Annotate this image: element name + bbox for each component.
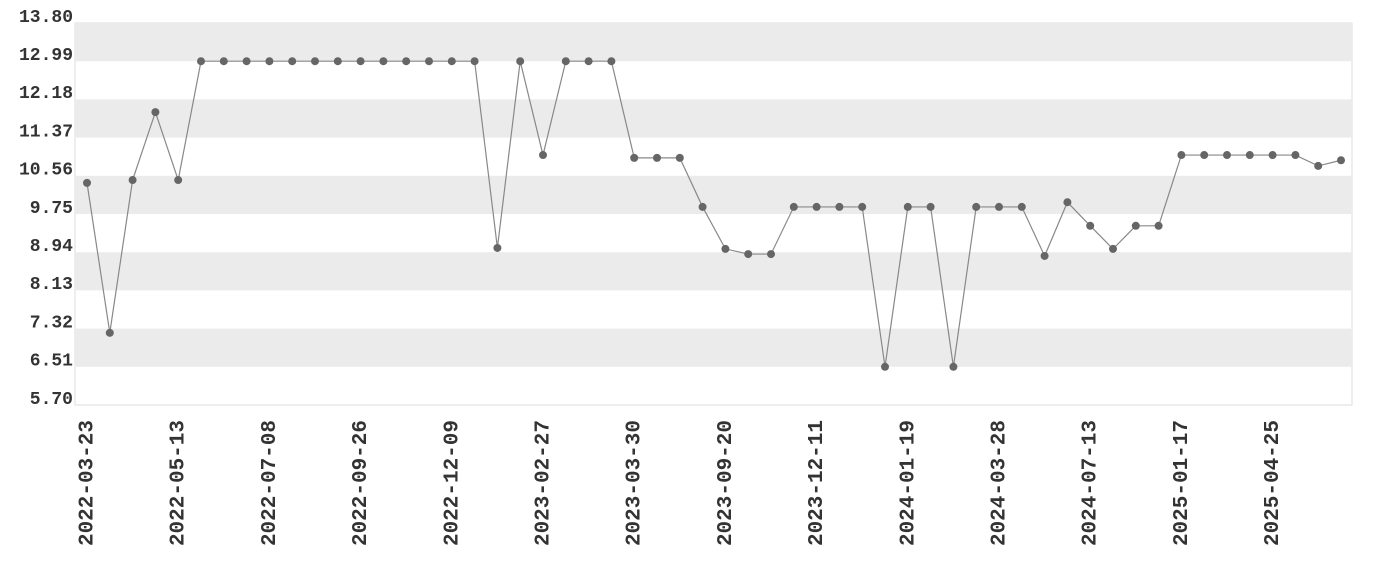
data-point <box>83 178 91 187</box>
data-point <box>1291 151 1300 160</box>
data-point <box>128 176 137 185</box>
data-point <box>675 153 684 162</box>
x-tick-label: 2023-03-30 <box>624 420 647 546</box>
data-point <box>242 57 251 66</box>
y-tick-label: 8.13 <box>30 275 73 295</box>
data-point <box>744 250 753 259</box>
x-tick-label: 2025-04-25 <box>1262 420 1285 546</box>
data-point <box>265 57 274 66</box>
y-tick-label: 9.75 <box>30 199 73 219</box>
data-point <box>561 57 570 66</box>
y-tick-label: 13.80 <box>19 8 73 28</box>
data-point <box>516 57 525 66</box>
y-tick-label: 7.32 <box>30 313 73 333</box>
grid-band <box>75 175 1352 214</box>
data-point <box>812 202 821 211</box>
data-point <box>1131 221 1140 230</box>
x-tick-label: 2024-07-13 <box>1080 420 1103 546</box>
data-point <box>1154 221 1163 230</box>
data-point <box>949 362 958 371</box>
data-point <box>789 202 798 211</box>
data-point <box>174 176 183 185</box>
x-tick-label: 2022-05-13 <box>168 420 191 546</box>
data-point <box>584 57 593 66</box>
x-tick-label: 2024-01-19 <box>897 420 920 546</box>
y-tick-label: 12.18 <box>19 84 73 104</box>
data-point <box>1245 151 1254 160</box>
data-point <box>721 244 730 253</box>
data-point <box>379 57 388 66</box>
y-tick-label: 11.37 <box>19 122 73 142</box>
data-point <box>197 57 205 66</box>
data-point <box>1040 251 1049 260</box>
x-tick-label: 2023-12-11 <box>806 420 829 546</box>
y-tick-label: 12.99 <box>19 46 73 66</box>
data-point <box>1268 151 1277 160</box>
data-point <box>493 243 502 252</box>
data-point <box>402 57 411 66</box>
data-point <box>1177 151 1186 160</box>
x-tick-label: 2023-02-27 <box>533 420 556 546</box>
data-point <box>903 202 912 211</box>
data-point <box>151 108 160 117</box>
grid-band <box>75 99 1352 138</box>
data-point <box>881 362 889 371</box>
x-tick-label: 2022-03-23 <box>77 420 100 546</box>
data-point <box>1109 244 1117 253</box>
data-point <box>539 151 547 160</box>
data-point <box>926 202 935 211</box>
data-point <box>972 202 981 211</box>
data-point <box>835 202 844 211</box>
grid-band <box>75 23 1352 62</box>
data-point <box>1086 221 1095 230</box>
data-point <box>653 153 661 162</box>
data-point <box>311 57 319 66</box>
data-point <box>333 57 342 66</box>
y-tick-label: 5.70 <box>30 390 73 410</box>
data-point <box>858 202 867 211</box>
data-point <box>1314 161 1323 170</box>
grid-band <box>75 328 1352 367</box>
y-tick-label: 6.51 <box>30 352 73 372</box>
y-tick-label: 8.94 <box>30 237 73 257</box>
data-point <box>288 57 297 66</box>
y-tick-label: 10.56 <box>19 161 73 181</box>
data-point <box>447 57 456 66</box>
x-tick-label: 2023-09-20 <box>715 420 738 546</box>
x-tick-label: 2024-03-28 <box>989 420 1012 546</box>
data-point <box>105 328 114 337</box>
x-tick-label: 2025-01-17 <box>1171 420 1194 546</box>
data-point <box>767 250 775 259</box>
x-tick-label: 2022-07-08 <box>259 420 282 546</box>
data-point <box>607 57 616 66</box>
data-point <box>356 57 365 66</box>
grid-band <box>75 252 1352 291</box>
data-point <box>630 153 639 162</box>
data-point <box>1337 156 1345 165</box>
x-tick-label: 2022-09-26 <box>350 420 373 546</box>
data-point <box>1223 151 1231 160</box>
data-point <box>1063 198 1072 207</box>
data-point <box>698 202 707 211</box>
data-point <box>995 202 1003 211</box>
x-tick-label: 2022-12-09 <box>441 420 464 546</box>
data-point <box>1200 151 1209 160</box>
data-point <box>470 57 479 66</box>
data-point <box>1017 202 1026 211</box>
data-point <box>219 57 228 66</box>
data-point <box>425 57 433 66</box>
